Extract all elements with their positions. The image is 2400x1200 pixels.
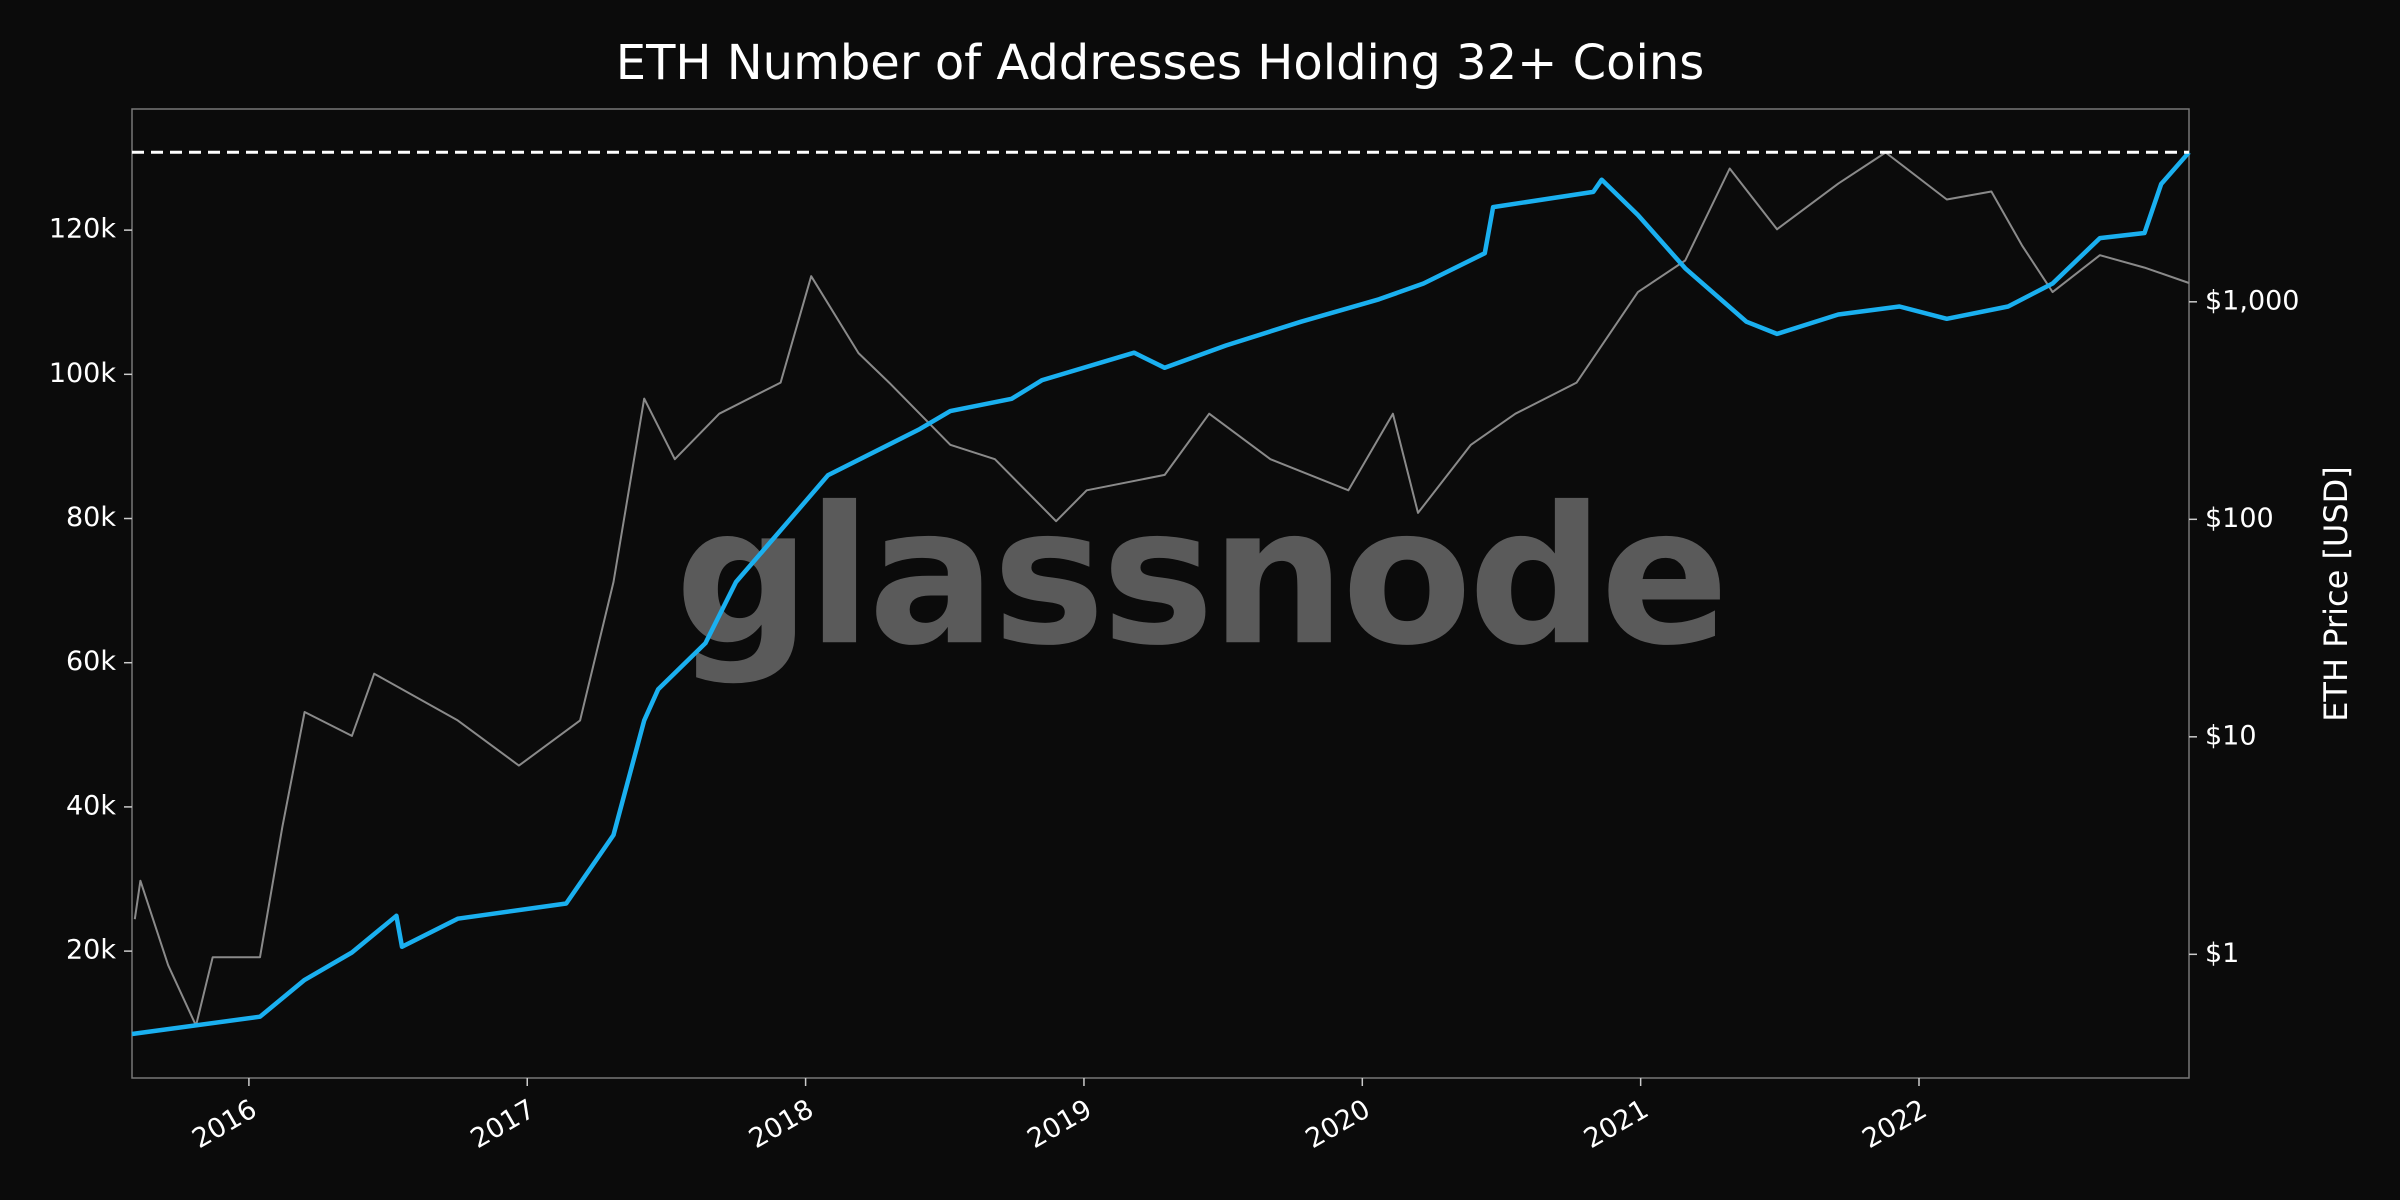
y-tick-label: 120k xyxy=(49,214,117,245)
watermark: glassnode xyxy=(675,466,1725,687)
y2-tick-label: $100 xyxy=(2205,503,2274,534)
y-tick-label: 80k xyxy=(66,502,116,533)
y-tick-label: 100k xyxy=(49,358,117,389)
y-tick-label: 40k xyxy=(66,790,116,821)
plot-frame xyxy=(131,108,2190,1079)
y-tick-label: 60k xyxy=(66,646,116,677)
y2-tick-label: $1 xyxy=(2205,938,2239,969)
y2-tick-label: $1,000 xyxy=(2205,285,2299,316)
price-line xyxy=(133,151,2190,1027)
y2-tick-label: $10 xyxy=(2205,720,2257,751)
y2-axis-label: ETH Price [USD] xyxy=(2317,466,2355,722)
addresses-line xyxy=(131,150,2191,1037)
chart-title: ETH Number of Addresses Holding 32+ Coin… xyxy=(616,35,1705,91)
y-tick-label: 20k xyxy=(66,935,116,966)
